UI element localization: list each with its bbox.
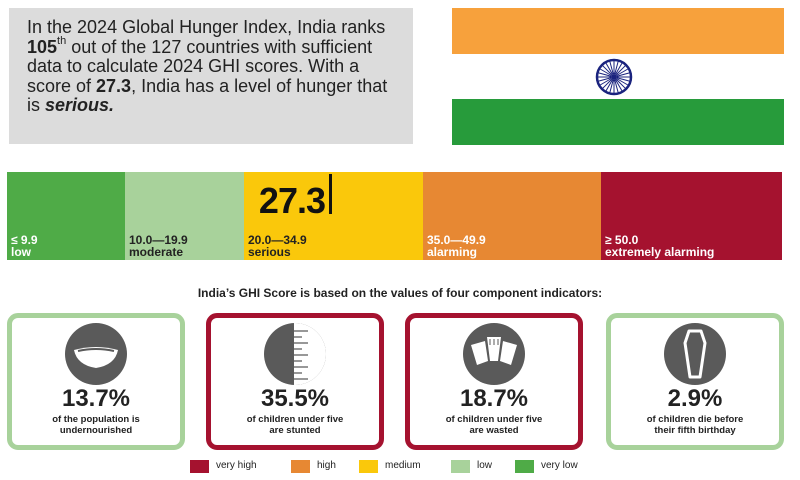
chakra-spoke [605,79,613,92]
ashoka-chakra-icon [595,58,633,96]
scale-segment-serious: 20.0—34.9 serious [244,172,423,260]
flag-saffron-stripe [452,8,784,54]
scale-range: 35.0—49.9 [427,233,486,247]
legend-swatch [190,460,209,473]
legend-label: very high [216,460,257,471]
indicators-title: India’s GHI Score is based on the values… [197,286,603,300]
scale-label: extremely alarming [605,245,715,259]
chakra-spoke [598,72,612,77]
india-flag [452,8,784,145]
intro-text-after-rank: out of the 127 countries with sufficient… [27,36,373,96]
legend-swatch [515,460,534,473]
chakra-spoke [616,78,629,86]
chakra-spoke [614,79,619,93]
intro-text-after-score: , India has a level of hunger that is [27,75,388,115]
indicator-desc-line: are wasted [469,425,519,436]
chakra-spoke [598,77,612,82]
chakra-spoke [615,79,623,92]
chakra-spoke [599,68,612,76]
indicator-desc-line: undernourished [59,425,133,436]
indicator-description: of children under five are stunted [219,414,371,436]
bowl-icon [65,323,127,385]
scale-range: 20.0—34.9 [248,233,307,247]
scale-segment-moderate: 10.0—19.9 moderate [125,172,244,260]
legend-swatch [359,460,378,473]
scale-label: alarming [427,245,478,259]
scale-range: ≤ 9.9 [11,233,38,247]
indicator-value: 35.5% [260,385,330,412]
indicator-desc-line: of children under five [246,414,344,425]
height-ruler-icon [264,323,326,385]
chakra-spoke [599,78,612,86]
score-marker [329,174,332,214]
chakra-spoke [616,72,630,77]
indicator-description: of children die before their fifth birth… [619,414,771,436]
indicator-card-child-mortality: 2.9% of children die before their fifth … [606,313,784,450]
indicator-desc-line: of the population is [52,414,140,425]
chakra-spoke [602,78,613,89]
intro-text-box: In the 2024 Global Hunger Index, India r… [9,8,413,144]
scale-segment-extremely-alarming: ≥ 50.0 extremely alarming [601,172,782,260]
chakra-spoke [615,62,623,75]
chakra-spoke [615,78,626,89]
indicator-value: 13.7% [61,385,131,412]
scale-label: moderate [129,245,184,259]
intro-rank-suffix: th [57,34,67,47]
chakra-spoke [605,62,613,75]
indicator-card-wasting: 18.7% of children under five are wasted [405,313,583,450]
legend-label: low [477,460,493,471]
intro-score: 27.3 [96,75,132,96]
chakra-spoke [616,68,629,76]
indicator-value: 18.7% [459,385,529,412]
legend-swatch [291,460,310,473]
scale-segment-alarming: 35.0—49.9 alarming [423,172,601,260]
chakra-spoke [609,61,614,75]
scale-range: 10.0—19.9 [129,233,188,247]
indicator-desc-line: their fifth birthday [654,425,736,436]
intro-severity-word: serious. [45,95,115,115]
indicator-desc-line: are stunted [269,425,321,436]
scale-label: low [11,245,31,259]
severity-scale: ≤ 9.9 low 10.0—19.9 moderate 20.0—34.9 s… [7,172,782,260]
indicator-card-undernourishment: 13.7% of the population is undernourishe… [7,313,185,450]
weight-scale-icon [463,323,525,385]
scale-label: serious [248,245,291,259]
indicator-description: of the population is undernourished [20,414,172,436]
legend-swatch [451,460,470,473]
legend-label: high [317,460,336,471]
legend-label: medium [385,460,421,471]
indicator-desc-line: of children die before [646,414,744,425]
indicator-description: of children under five are wasted [418,414,570,436]
legend-label: very low [541,460,578,471]
intro-rank-number: 105 [27,36,58,57]
scale-range: ≥ 50.0 [605,233,639,247]
indicator-card-stunting: 35.5% of children under five are stunted [206,313,384,450]
chakra-spoke [609,79,614,93]
current-score-value: 27.3 [258,180,326,221]
chakra-spoke [614,61,619,75]
coffin-icon [664,323,726,385]
chakra-spoke [602,65,613,76]
indicator-value: 2.9% [667,385,723,412]
chakra-spoke [615,65,626,76]
flag-green-stripe [452,99,784,145]
intro-text-before-rank: In the 2024 Global Hunger Index, India r… [27,17,386,37]
indicator-desc-line: of children under five [445,414,543,425]
chakra-spoke [616,77,630,82]
scale-segment-low: ≤ 9.9 low [7,172,125,260]
